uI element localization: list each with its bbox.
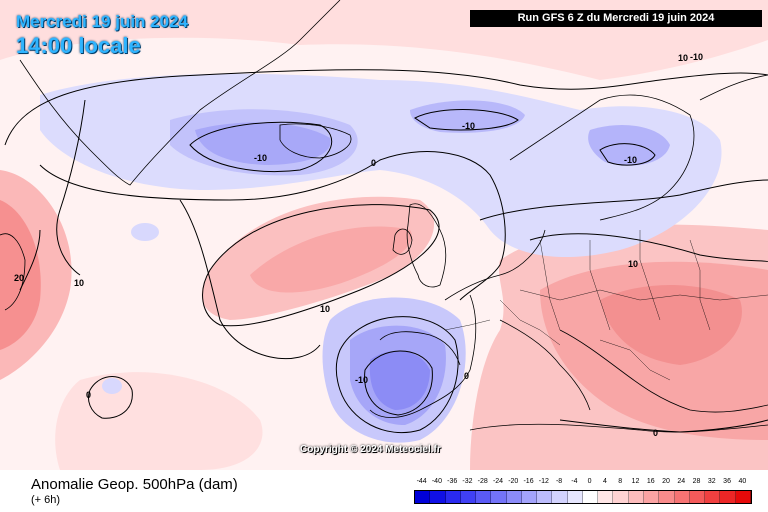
scale-swatch [521,491,538,503]
scale-tick-label: -36 [447,478,458,485]
forecast-time: 14:00 locale [16,33,141,58]
scale-tick-label: 28 [692,478,701,485]
contour-lines [4,69,768,434]
scale-tick-label: 24 [677,478,686,485]
forecast-date: Mercredi 19 juin 2024 [16,12,188,31]
contour-label: -10 [690,52,703,62]
scale-tick-label: -24 [492,478,504,485]
scale-swatch [705,491,721,503]
scale-tick-label: -4 [571,478,578,485]
color-scale: -44 -40 -36 -32 -28 -24 -20 -16 -12 -8 -4 0 4 8 12 16 20… [414,478,754,504]
scale-swatch [720,491,736,503]
country-borders [444,230,768,381]
scale-swatch [537,491,553,503]
contour-label: 0 [371,158,376,168]
scale-tick-label: 36 [723,478,731,485]
scale-tick-label: -40 [431,478,442,485]
contour-label: 10 [678,53,688,63]
contour-label: -10 [355,375,368,385]
scale-tick-label: -32 [462,478,473,485]
coastlines [0,0,768,433]
scale-swatch [506,491,522,503]
contour-label: 0 [464,371,469,381]
scale-tick-label: 20 [662,478,670,485]
contour-label: 20 [14,273,24,283]
contour-label: 10 [74,278,84,288]
contour-label: 10 [628,259,638,269]
scale-tick-label: 8 [618,478,623,485]
scale-tick-label: -12 [538,478,549,485]
scale-tick-label: -20 [508,478,519,485]
scale-swatch [445,491,461,503]
contour-label: -10 [624,155,637,165]
scale-swatch [643,491,660,503]
scale-tick-label: 0 [587,478,592,485]
scale-swatch [735,491,751,503]
scale-swatch [628,491,644,503]
scale-swatch [659,491,675,503]
scale-tick-label: -8 [555,478,563,485]
run-info-banner: Run GFS 6 Z du Mercredi 19 juin 2024 [470,10,762,27]
scale-swatch [460,491,477,503]
lead-time: (+ 6h) [31,494,61,506]
scale-swatch [476,491,492,503]
scale-swatch [598,491,614,503]
scale-tick-label: 32 [707,478,716,485]
contour-label: -10 [254,153,267,163]
parameter-title: Anomalie Geop. 500hPa (dam) [31,476,238,493]
scale-swatch [552,491,568,503]
anomaly-map: -10 -10 -10 -10 -10 0 0 0 0 10 10 10 10 … [0,0,768,470]
contour-label: 0 [86,390,91,400]
scale-swatch [415,491,431,503]
scale-tick-label: -28 [477,478,488,485]
scale-swatch [582,491,599,503]
scale-swatch [567,491,583,503]
positive-anomaly-shading [0,0,768,470]
scale-tick-label: 16 [646,478,655,485]
scale-tick-label: 4 [602,478,607,485]
color-scale-bar [414,490,752,504]
color-scale-labels: -44 -40 -36 -32 -28 -24 -20 -16 -12 -8 -4 0 4 8 12 16 20… [414,478,754,488]
scale-swatch [689,491,706,503]
scale-swatch [491,491,507,503]
contour-label: 10 [320,304,330,314]
scale-tick-label: -44 [416,478,427,485]
scale-tick-label: -16 [523,478,534,485]
contour-label: -10 [462,121,475,131]
copyright-notice: Copyright © 2024 Meteociel.fr [300,444,441,455]
contour-label: 0 [653,428,658,438]
legend-panel: Anomalie Geop. 500hPa (dam) (+ 6h) -44 -4… [0,470,768,512]
scale-swatch [430,491,446,503]
negative-anomaly-shading [40,73,722,443]
scale-swatch [613,491,629,503]
scale-tick-label: 12 [631,478,640,485]
scale-tick-label: 40 [738,478,747,485]
contour-label-group: -10 -10 -10 -10 -10 0 0 0 0 10 10 10 10 … [14,52,703,438]
scale-swatch [674,491,690,503]
